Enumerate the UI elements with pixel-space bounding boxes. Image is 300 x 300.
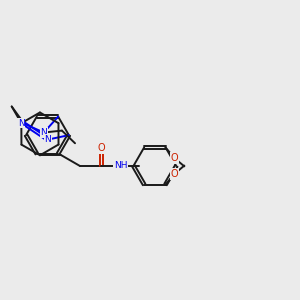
Text: O: O bbox=[171, 153, 178, 163]
Text: O: O bbox=[171, 169, 178, 179]
Text: NH: NH bbox=[114, 161, 127, 170]
Text: N: N bbox=[18, 119, 25, 128]
Text: N: N bbox=[45, 135, 51, 144]
Text: N: N bbox=[40, 128, 47, 137]
Text: O: O bbox=[98, 143, 105, 153]
